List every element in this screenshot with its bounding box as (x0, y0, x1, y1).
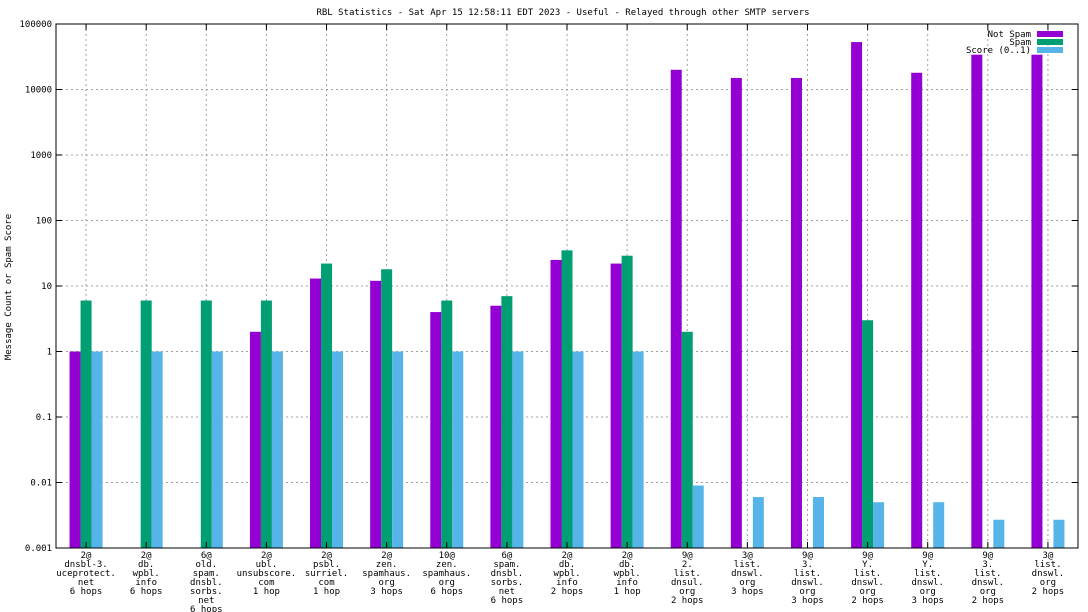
bar (501, 296, 513, 548)
bar (632, 351, 644, 548)
x-tick-label: 2@ db. wpbl. info 2 hops (551, 551, 584, 597)
bar (211, 351, 223, 548)
x-tick-label: 2@ ubl. unsubscore. com 1 hop (237, 551, 297, 597)
y-tick-label: 1 (47, 348, 52, 358)
x-tick-label: 9@ 3. list. dnswl. org 3 hops (791, 551, 824, 606)
x-tick-label: 9@ 2. list. dnsul. org 2 hops (671, 551, 704, 606)
bar (862, 320, 874, 548)
bar (1053, 519, 1065, 548)
bar (512, 351, 524, 548)
bar (812, 497, 824, 548)
bar (381, 269, 393, 548)
x-axis-labels: 2@ dnsbl-3. uceprotect. net 6 hops 2@ db. wpbl.… (56, 551, 1064, 612)
bar (790, 77, 802, 548)
legend-swatch (1037, 31, 1063, 37)
bar (441, 300, 453, 548)
bar (1031, 54, 1043, 548)
bar (572, 351, 584, 548)
bar (692, 485, 704, 548)
bar (80, 300, 92, 548)
x-tick-label: 9@ Y. list. dnswl. org 2 hops (851, 551, 884, 606)
bar (561, 250, 573, 549)
bar (430, 312, 442, 548)
x-tick-label: 2@ psbl. surriel. com 1 hop (305, 551, 348, 597)
bar (621, 255, 633, 548)
bar (370, 280, 382, 548)
bar (260, 300, 272, 548)
bar (851, 42, 863, 548)
bar (271, 351, 283, 548)
x-tick-label: 10@ zen. spamhaus. org 6 hops (422, 551, 471, 597)
y-tick-label: 0.1 (36, 413, 52, 423)
bar (490, 305, 502, 548)
bar (249, 331, 261, 548)
x-tick-label: 9@ 3. list. dnswl. org 2 hops (972, 551, 1005, 606)
y-tick-label: 0.01 (30, 479, 52, 489)
bar (752, 497, 764, 548)
legend-label: Spam (1009, 38, 1031, 48)
bar (911, 72, 923, 548)
x-tick-label: 2@ zen. spamhaus. org 3 hops (362, 551, 411, 597)
y-tick-label: 0.001 (25, 544, 52, 554)
legend-label: Score (0..1) (966, 46, 1031, 56)
bar (452, 351, 464, 548)
y-tick-label: 100 (36, 217, 52, 227)
y-tick-label: 1000 (30, 151, 52, 161)
bar (971, 54, 983, 548)
bar (873, 502, 885, 548)
chart-title: RBL Statistics - Sat Apr 15 12:58:11 EDT… (316, 8, 809, 18)
legend-swatch (1037, 39, 1063, 45)
bars (69, 42, 1065, 549)
x-tick-label: 3@ list. dnswl. org 3 hops (731, 551, 764, 597)
x-tick-label: 2@ dnsbl-3. uceprotect. net 6 hops (56, 551, 116, 597)
x-tick-label: 3@ list. dnswl. org 2 hops (1032, 551, 1065, 597)
legend-label: Not Spam (988, 30, 1031, 40)
bar (200, 300, 212, 548)
legend-swatch (1037, 47, 1063, 53)
x-tick-label: 9@ Y. list. dnswl. org 3 hops (911, 551, 944, 606)
bar (681, 331, 693, 548)
bar (91, 351, 103, 548)
y-tick-label: 10000 (25, 86, 52, 96)
bar (392, 351, 404, 548)
x-tick-label: 2@ db. wpbl. info 1 hop (614, 551, 641, 597)
bar (151, 351, 163, 548)
bar (69, 351, 81, 548)
x-tick-label: 6@ spam. dnsbl. sorbs. net 6 hops (491, 551, 524, 606)
bar (332, 351, 344, 548)
bar (550, 259, 562, 548)
bar (933, 502, 945, 548)
bar (140, 300, 152, 548)
y-axis-label: Message Count or Spam Score (4, 214, 14, 360)
x-tick-label: 2@ db. wpbl. info 6 hops (130, 551, 163, 597)
bar (670, 69, 682, 548)
bar (993, 519, 1005, 548)
y-tick-label: 100000 (19, 20, 52, 30)
bar (610, 263, 622, 548)
bar (321, 263, 333, 548)
bar (730, 77, 742, 548)
bar (310, 278, 322, 548)
y-axis-ticks: 0.001 0.01 0.1 1 10 100 1000 10000 100000 (19, 20, 1078, 554)
x-tick-label: 6@ old. spam. dnsbl. sorbs. net 6 hops (190, 551, 223, 612)
y-tick-label: 10 (41, 282, 52, 292)
